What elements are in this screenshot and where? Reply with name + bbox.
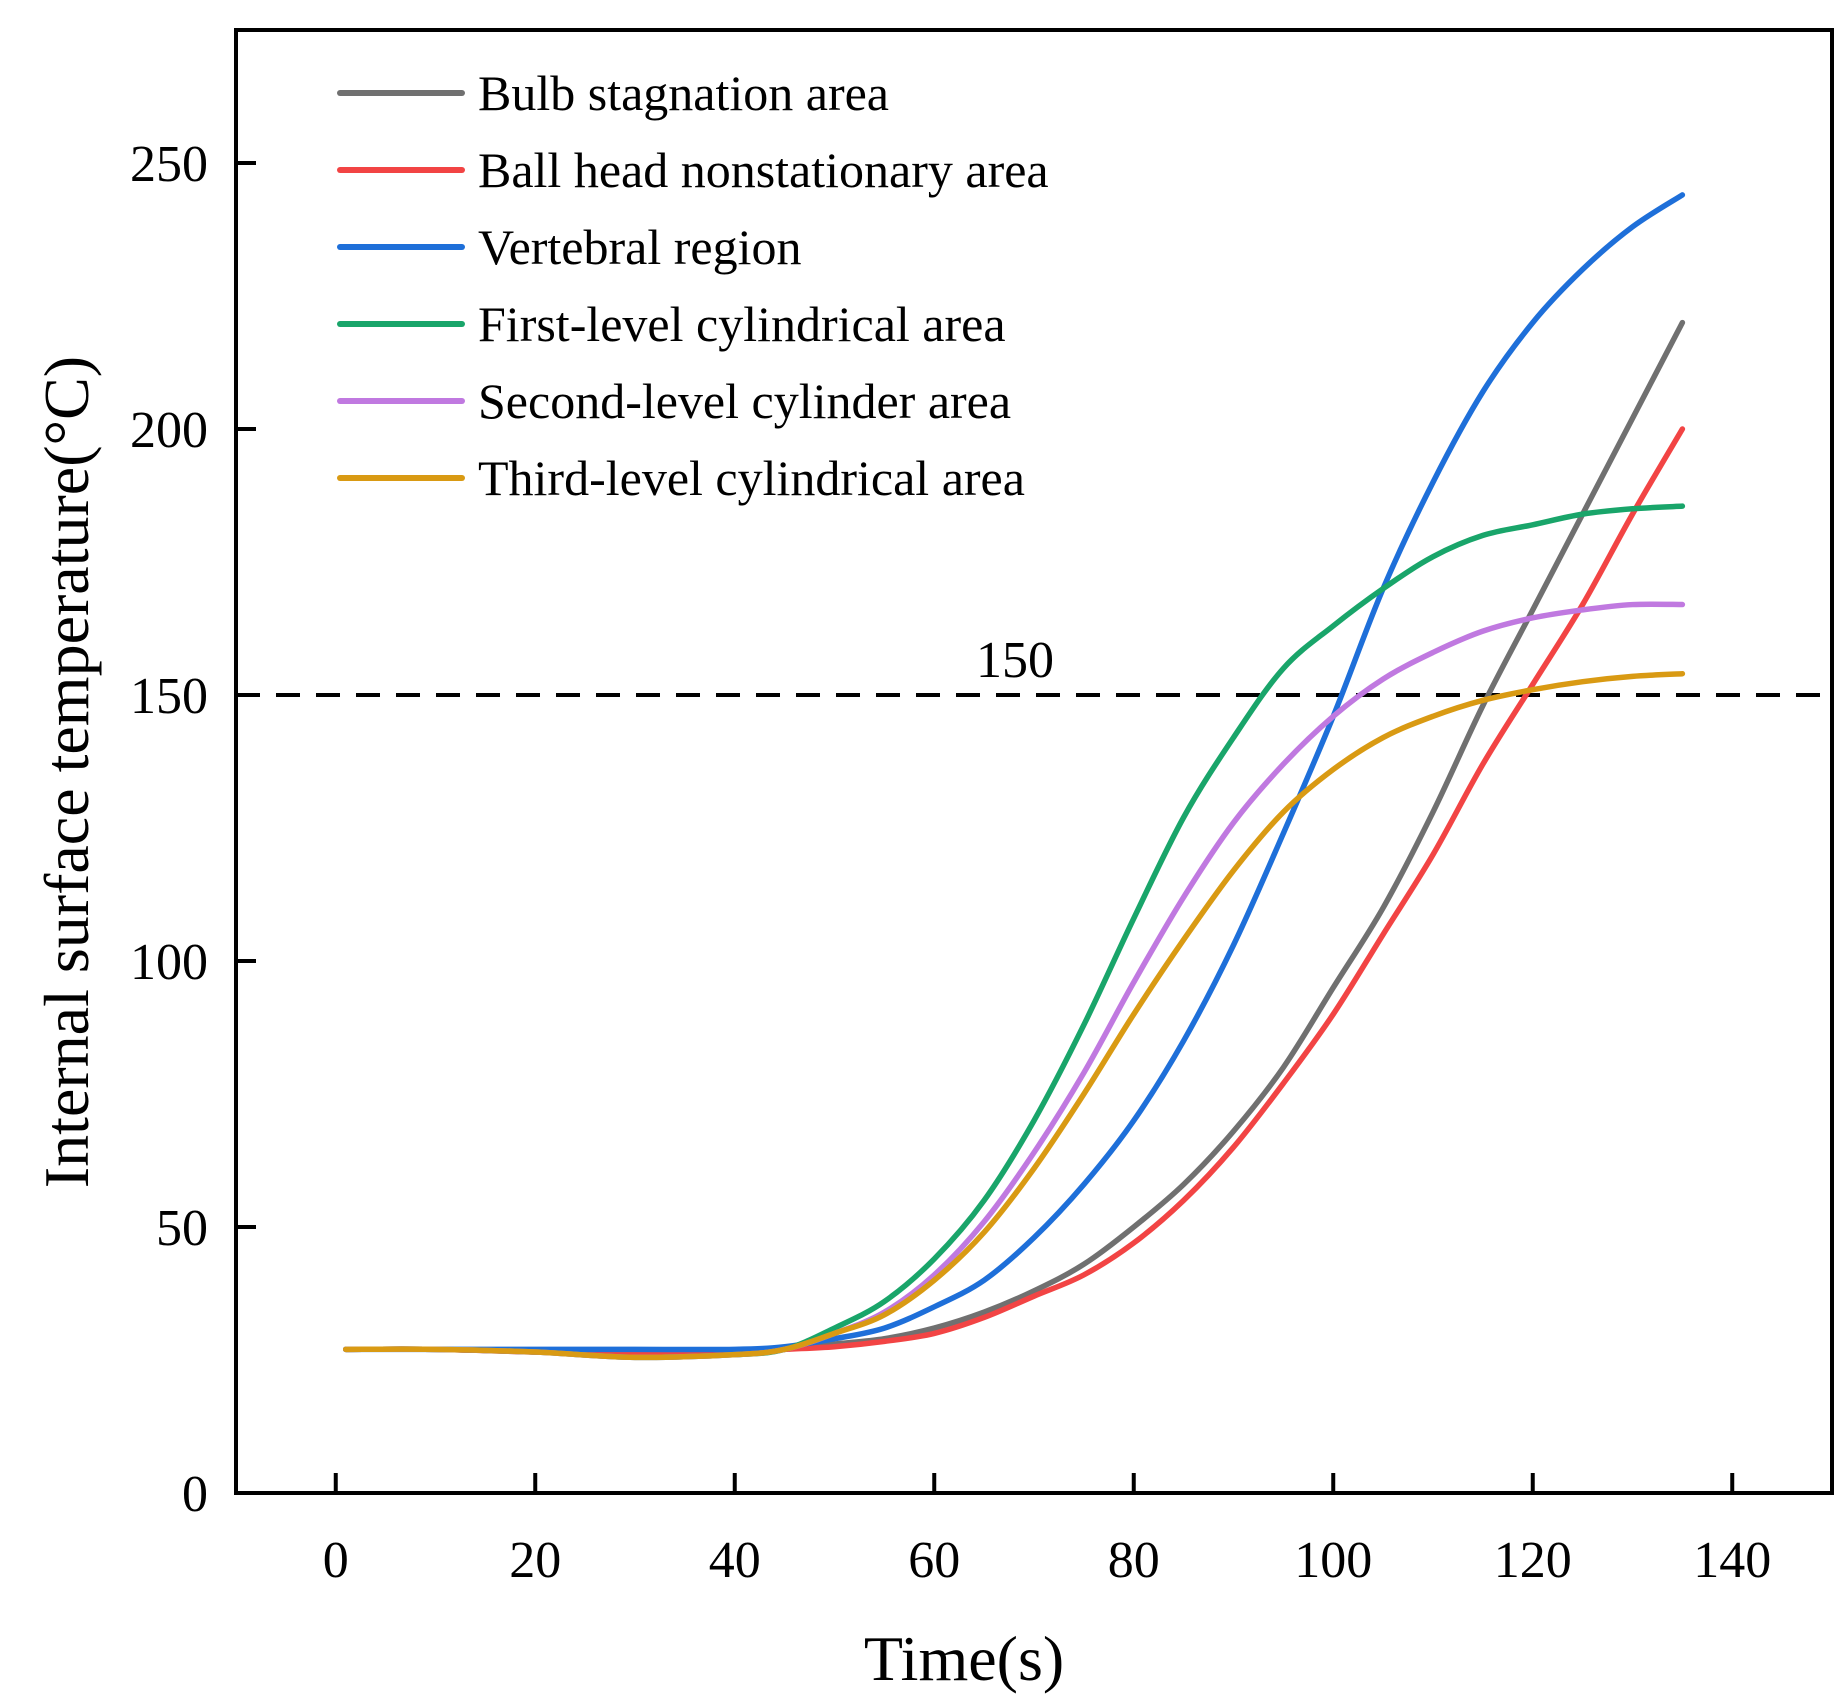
legend-label-first-level-cylindrical: First-level cylindrical area <box>478 296 1006 352</box>
legend-label-third-level-cylindrical: Third-level cylindrical area <box>478 450 1025 506</box>
x-tick-label: 120 <box>1494 1532 1572 1589</box>
series-line-vertebral-region <box>342 192 1686 1353</box>
x-tick-label: 60 <box>908 1532 960 1589</box>
legend-label-vertebral-region: Vertebral region <box>478 219 801 275</box>
legend-label-ball-head-nonstationary: Ball head nonstationary area <box>478 142 1049 198</box>
y-axis-title: Internal surface temperature(°C) <box>31 356 102 1188</box>
x-axis-title: Time(s) <box>864 1623 1064 1694</box>
y-tick-label: 50 <box>156 1200 208 1257</box>
x-axis: 0 20 40 60 80 100 120 140 <box>323 1473 1771 1589</box>
y-tick-label: 0 <box>182 1466 208 1523</box>
plot-frame <box>234 28 1834 1495</box>
x-tick-label: 20 <box>509 1532 561 1589</box>
x-tick-label: 40 <box>709 1532 761 1589</box>
plot-area <box>236 192 1832 1361</box>
series-line-ball-head-nonstationary-area <box>342 426 1686 1358</box>
legend-label-bulb-stagnation: Bulb stagnation area <box>478 65 889 121</box>
reference-line-label: 150 <box>976 632 1054 689</box>
series-line-third-level-cylindrical-area <box>342 670 1686 1361</box>
x-tick-label: 80 <box>1108 1532 1160 1589</box>
x-tick-label: 140 <box>1693 1532 1771 1589</box>
x-tick-label: 0 <box>323 1532 349 1589</box>
legend: Bulb stagnation area Ball head nonstatio… <box>337 65 1049 506</box>
y-tick-label: 100 <box>130 934 208 991</box>
y-tick-label: 250 <box>130 136 208 193</box>
y-tick-label: 150 <box>130 668 208 725</box>
x-tick-label: 100 <box>1294 1532 1372 1589</box>
y-axis: 0 50 100 150 200 250 <box>130 136 256 1523</box>
legend-label-second-level-cylinder: Second-level cylinder area <box>478 373 1011 429</box>
y-tick-label: 200 <box>130 402 208 459</box>
